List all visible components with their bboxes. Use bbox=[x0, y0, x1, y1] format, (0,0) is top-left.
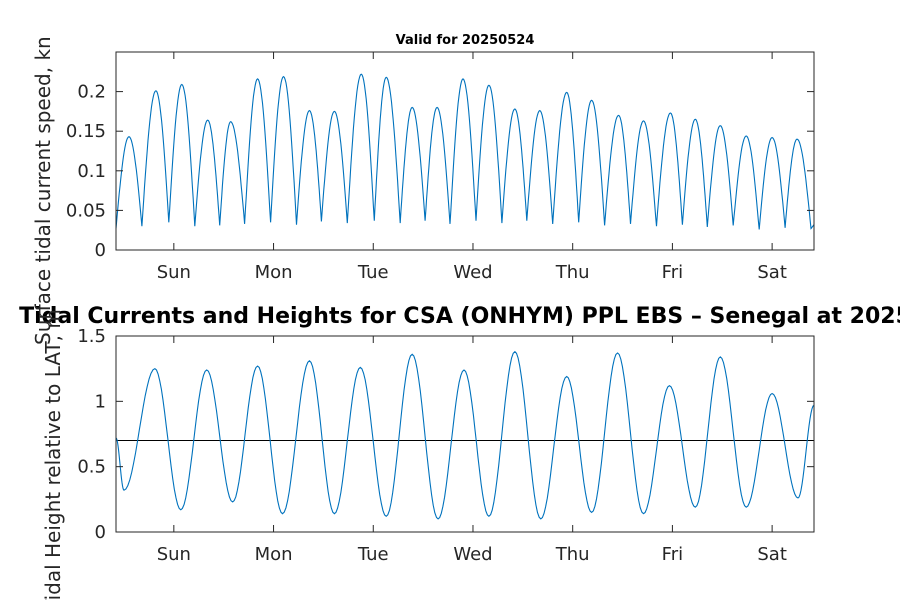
tidal-height-xtick-label: Mon bbox=[255, 544, 293, 565]
tidal-height-ylabel: Tidal Height relative to LAT, m bbox=[41, 309, 65, 600]
current-speed-ytick-label: 0 bbox=[95, 240, 106, 261]
tidal-height-xticks: Sun Mon Tue Wed Thu Fri Sat bbox=[157, 336, 787, 565]
current-speed-xticks: Sun Mon Tue Wed Thu Fri Sat bbox=[157, 52, 787, 283]
current-speed-xtick-label: Mon bbox=[255, 262, 293, 283]
current-speed-ytick-label: 0.1 bbox=[77, 161, 106, 182]
current-speed-axes: 0 0.05 0.1 0.15 0.2 Sun Mon Tue Wed Thu Fri Sat Va… bbox=[66, 33, 815, 283]
tidal-height-xtick-label: Thu bbox=[555, 544, 590, 565]
tidal-height-xtick-label: Sun bbox=[157, 544, 191, 565]
current-speed-ytick-label: 0.15 bbox=[66, 121, 106, 142]
tidal-height-axes: 0 0.5 1 1.5 Sun Mon Tue Wed Thu Fri Sat bbox=[77, 326, 815, 565]
tidal-height-ytick-label: 0.5 bbox=[77, 457, 106, 478]
current-speed-series-group bbox=[115, 73, 815, 230]
tidal-height-ytick-label: 1.5 bbox=[77, 326, 106, 347]
tidal-height-xtick-label: Sat bbox=[757, 544, 787, 565]
tidal-height-series-group bbox=[115, 350, 815, 520]
tidal-height-axes-frame bbox=[115, 335, 815, 533]
current-speed-ytick-label: 0.2 bbox=[77, 82, 106, 103]
current-speed-axes-frame bbox=[115, 51, 815, 251]
current-speed-xtick-label: Thu bbox=[555, 262, 590, 283]
tidal-height-series-line bbox=[115, 350, 815, 520]
figure-title: Tidal Currents and Heights for CSA (ONHY… bbox=[19, 304, 900, 329]
current-speed-series-line bbox=[115, 73, 815, 230]
current-speed-yticks: 0 0.05 0.1 0.15 0.2 bbox=[66, 82, 814, 261]
tidal-height-xtick-label: Fri bbox=[662, 544, 683, 565]
current-speed-xtick-label: Sat bbox=[757, 262, 787, 283]
current-speed-xtick-label: Tue bbox=[357, 262, 389, 283]
tidal-height-plot-area bbox=[116, 336, 814, 532]
tidal-height-xtick-label: Tue bbox=[357, 544, 389, 565]
current-speed-xtick-label: Wed bbox=[453, 262, 492, 283]
current-speed-xtick-label: Sun bbox=[157, 262, 191, 283]
tidal-height-ytick-label: 1 bbox=[95, 391, 106, 412]
tidal-height-yticks: 0 0.5 1 1.5 bbox=[77, 326, 814, 543]
current-speed-ylabel: Surface tidal current speed, kn bbox=[31, 36, 55, 345]
current-speed-xtick-label: Fri bbox=[662, 262, 683, 283]
current-speed-ytick-label: 0.05 bbox=[66, 200, 106, 221]
tidal-height-xtick-label: Wed bbox=[453, 544, 492, 565]
tidal-height-ytick-label: 0 bbox=[95, 522, 106, 543]
current-speed-title: Valid for 20250524 bbox=[396, 33, 535, 48]
